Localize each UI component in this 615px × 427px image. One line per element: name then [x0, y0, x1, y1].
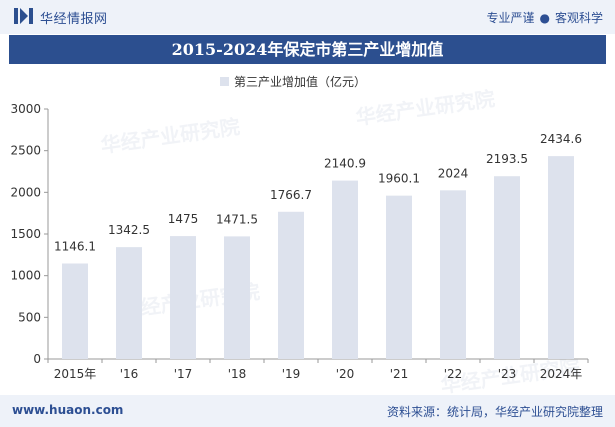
y-tick-label: 3000 — [10, 102, 41, 116]
bar — [440, 190, 466, 359]
tagline-left: 专业严谨 — [486, 11, 535, 25]
x-tick-label: '20 — [336, 367, 355, 381]
data-label: 1342.5 — [108, 223, 150, 237]
y-axis: 0 500 1000 1500 2000 2500 3000 — [10, 102, 49, 366]
y-tick-label: 1500 — [10, 227, 41, 241]
data-label: 1146.1 — [54, 239, 96, 253]
y-tick-label: 2000 — [10, 185, 41, 199]
bullet-dot-icon: ● — [539, 11, 550, 25]
bar — [62, 263, 88, 359]
tagline: 专业严谨 ● 客观科学 — [486, 9, 603, 26]
x-tick-label: '23 — [498, 367, 517, 381]
y-tick-label: 1000 — [10, 269, 41, 283]
tagline-right: 客观科学 — [554, 11, 603, 25]
x-tick-label: '21 — [390, 367, 409, 381]
data-label: 2024 — [438, 166, 469, 180]
brand-name: 华经情报网 — [40, 12, 108, 27]
y-tick-label: 0 — [33, 352, 41, 366]
x-tick-label: '17 — [174, 367, 193, 381]
bar — [494, 176, 520, 359]
legend-label: 第三产业增加值（亿元） — [234, 74, 366, 89]
data-label: 2434.6 — [540, 132, 582, 146]
bar — [332, 180, 358, 359]
footer-source: 资料来源：统计局，华经产业研究院整理 — [386, 405, 603, 419]
x-tick-label: 2024年 — [540, 367, 583, 381]
bar — [224, 236, 250, 359]
title-band: 2015-2024年保定市第三产业增加值 — [9, 35, 606, 64]
bar — [170, 236, 196, 359]
bar-chart: 第三产业增加值（亿元） 0 500 1000 1500 2000 2500 3000 201… — [10, 74, 589, 381]
data-labels: 1146.1 1342.5 1475 1471.5 1766.7 2140.9 1960.1… — [54, 132, 582, 253]
bar — [116, 247, 142, 359]
x-axis: 2015年 '16 '17 '18 '19 '20 '21 '22 '23 2024年 — [47, 358, 589, 381]
x-tick-label: '18 — [228, 367, 247, 381]
bar — [386, 195, 412, 359]
data-label: 1471.5 — [216, 212, 258, 226]
data-label: 1960.1 — [378, 172, 420, 186]
y-tick-label: 2500 — [10, 144, 41, 158]
data-label: 1766.7 — [270, 188, 312, 202]
bar — [278, 211, 304, 359]
data-label: 2193.5 — [486, 152, 528, 166]
x-tick-label: '16 — [120, 367, 139, 381]
bars — [62, 156, 574, 359]
x-tick-label: '19 — [282, 367, 301, 381]
chart-title: 2015-2024年保定市第三产业增加值 — [171, 40, 444, 59]
legend-swatch — [220, 77, 229, 86]
huajing-logo-icon — [14, 8, 33, 24]
footer: www.huaon.com 资料来源：统计局，华经产业研究院整理 — [0, 395, 615, 427]
y-tick-label: 500 — [18, 310, 41, 324]
x-tick-label: 2015年 — [54, 367, 97, 381]
bar — [548, 156, 574, 359]
top-bar: 华经情报网 专业严谨 ● 客观科学 — [0, 0, 615, 34]
legend: 第三产业增加值（亿元） — [220, 74, 366, 89]
x-tick-label: '22 — [444, 367, 463, 381]
data-label: 2140.9 — [324, 157, 366, 171]
data-label: 1475 — [168, 212, 199, 226]
footer-site: www.huaon.com — [12, 403, 124, 417]
